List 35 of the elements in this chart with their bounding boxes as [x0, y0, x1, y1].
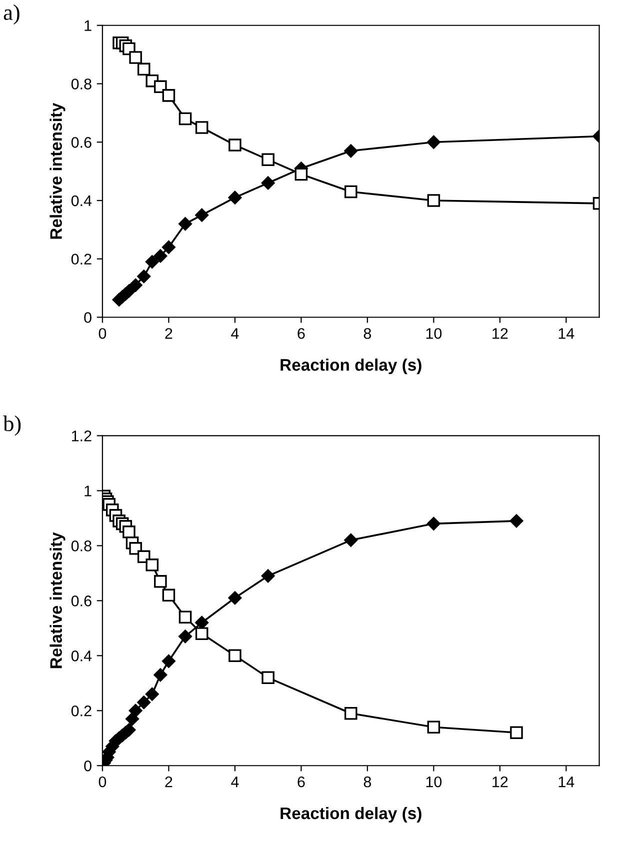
y-tick-label: 0.6 [71, 136, 92, 148]
y-tick-label: 0 [84, 760, 92, 772]
y-tick-label: 0.8 [71, 78, 92, 90]
x-tick-label: 8 [364, 328, 372, 339]
y-tick-label: 0 [84, 312, 92, 323]
y-tick-label: 1.2 [72, 430, 92, 442]
y-tick-label: 0.6 [71, 596, 92, 606]
x-tick-label: 12 [492, 776, 508, 788]
y-tick-label: 1 [84, 486, 92, 496]
x-tick-label: 2 [165, 328, 172, 339]
x-tick-label: 14 [558, 328, 574, 339]
x-axis-title: Reaction delay (s) [280, 358, 422, 374]
y-tick-label: 0.2 [71, 254, 92, 265]
x-tick-label: 14 [558, 776, 574, 788]
x-tick-label: 0 [98, 328, 106, 339]
x-tick-label: 0 [98, 776, 106, 788]
x-tick-label: 2 [165, 776, 172, 788]
y-tick-label: 1 [84, 20, 92, 31]
x-tick-label: 8 [364, 776, 372, 788]
y-axis-title: Relative intensity [50, 532, 66, 668]
y-axis-title: Relative intensity [50, 102, 66, 239]
x-tick-label: 10 [426, 328, 442, 339]
chart-title: b) [3, 416, 21, 436]
y-tick-label: 0.2 [71, 706, 92, 716]
x-tick-label: 12 [492, 328, 508, 339]
y-tick-label: 0.4 [71, 650, 92, 662]
y-tick-label: 0.4 [71, 195, 92, 206]
x-tick-label: 6 [298, 328, 305, 339]
x-tick-label: 4 [231, 328, 239, 339]
chart-title: a) [4, 4, 20, 25]
y-tick-label: 0.8 [71, 540, 92, 552]
x-tick-label: 10 [426, 776, 442, 788]
x-axis-title: Reaction delay (s) [280, 806, 422, 822]
x-tick-label: 4 [231, 776, 239, 788]
x-tick-label: 6 [298, 776, 305, 788]
